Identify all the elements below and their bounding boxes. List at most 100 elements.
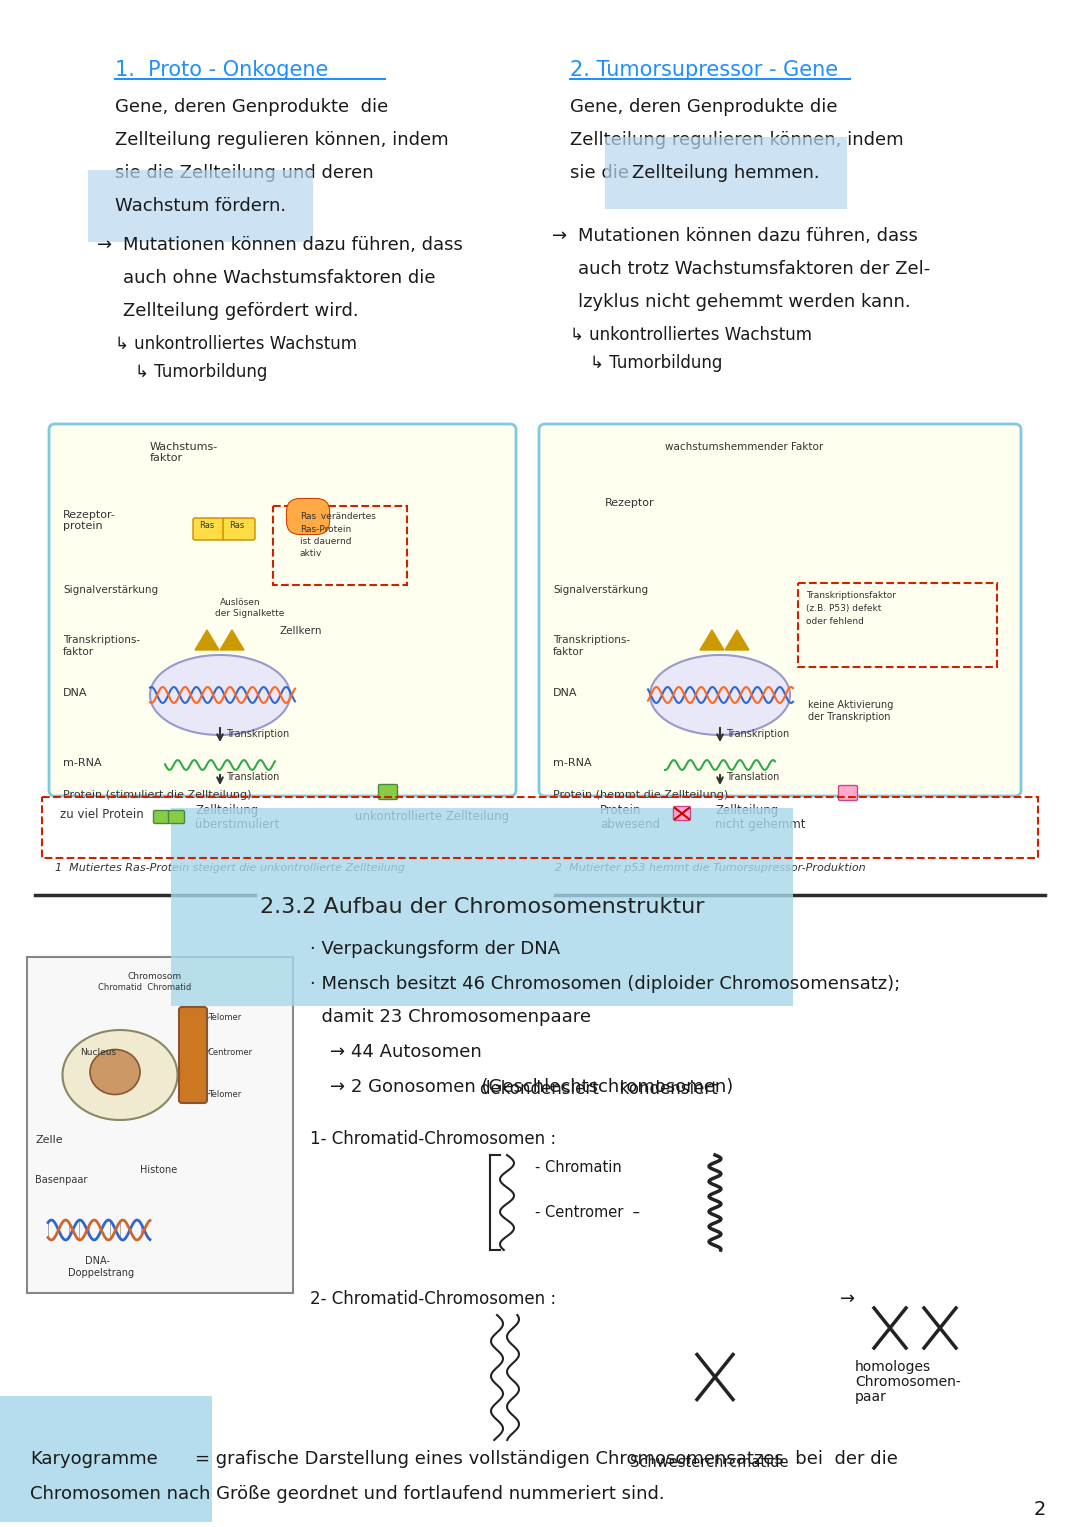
FancyBboxPatch shape xyxy=(27,957,293,1293)
Text: faktor: faktor xyxy=(63,647,94,657)
Polygon shape xyxy=(195,631,219,651)
Text: Ras: Ras xyxy=(199,521,214,530)
Text: DNA: DNA xyxy=(553,689,578,698)
Text: · Verpackungsform der DNA: · Verpackungsform der DNA xyxy=(310,941,561,957)
Text: sie die: sie die xyxy=(570,163,635,182)
Text: der Signalkette: der Signalkette xyxy=(215,609,284,618)
Text: 2.3.2 Aufbau der Chromosomenstruktur: 2.3.2 Aufbau der Chromosomenstruktur xyxy=(260,896,704,918)
Text: Wachstum fördern.: Wachstum fördern. xyxy=(114,197,286,215)
Text: unkontrollierte Zellteilung: unkontrollierte Zellteilung xyxy=(355,809,509,823)
Text: →: → xyxy=(552,228,567,244)
Text: protein: protein xyxy=(63,521,103,531)
Text: Transkriptions-: Transkriptions- xyxy=(63,635,140,644)
Ellipse shape xyxy=(650,655,789,734)
Text: Mutationen können dazu führen, dass: Mutationen können dazu führen, dass xyxy=(123,237,463,253)
FancyBboxPatch shape xyxy=(539,425,1021,796)
Text: Ras: Ras xyxy=(300,512,316,521)
Text: Transkriptionsfaktor: Transkriptionsfaktor xyxy=(806,591,896,600)
Text: Zellteilung regulieren können, indem: Zellteilung regulieren können, indem xyxy=(570,131,904,150)
Text: DNA-: DNA- xyxy=(85,1257,110,1266)
Text: m-RNA: m-RNA xyxy=(63,757,102,768)
Text: Chromosomen nach Größe geordnet und fortlaufend nummeriert sind.: Chromosomen nach Größe geordnet und fort… xyxy=(30,1484,664,1503)
Text: Protein (hemmt die Zellteilung): Protein (hemmt die Zellteilung) xyxy=(553,789,728,800)
Polygon shape xyxy=(220,631,244,651)
Polygon shape xyxy=(725,631,750,651)
Text: - Chromatin: - Chromatin xyxy=(535,1161,622,1174)
Text: sie die Zellteilung und deren: sie die Zellteilung und deren xyxy=(114,163,374,182)
Text: m-RNA: m-RNA xyxy=(553,757,592,768)
Text: Nucleus: Nucleus xyxy=(80,1048,117,1057)
Text: 1  Mutiertes Ras-Protein steigert die unkontrollierte Zellteilung: 1 Mutiertes Ras-Protein steigert die unk… xyxy=(55,863,405,873)
Text: 1.  Proto - Onkogene: 1. Proto - Onkogene xyxy=(114,60,328,79)
Text: auch trotz Wachstumsfaktoren der Zel-: auch trotz Wachstumsfaktoren der Zel- xyxy=(578,260,930,278)
Text: Zelle: Zelle xyxy=(35,1135,63,1145)
Text: Zellteilung: Zellteilung xyxy=(195,805,258,817)
Text: Rezeptor: Rezeptor xyxy=(605,498,654,508)
Text: Histone: Histone xyxy=(140,1165,177,1174)
Text: - Centromer  –: - Centromer – xyxy=(535,1205,640,1220)
Text: Centromer: Centromer xyxy=(208,1048,253,1057)
Text: = grafische Darstellung eines vollständigen Chromosomensatzes  bei  der die: = grafische Darstellung eines vollständi… xyxy=(195,1451,897,1467)
Text: verändertes: verändertes xyxy=(318,512,376,521)
Text: 1- Chromatid-Chromosomen :: 1- Chromatid-Chromosomen : xyxy=(310,1130,556,1148)
Text: Doppelstrang: Doppelstrang xyxy=(68,1267,134,1278)
Text: → 44 Autosomen: → 44 Autosomen xyxy=(330,1043,482,1061)
Ellipse shape xyxy=(150,655,291,734)
Text: Wachstums-: Wachstums- xyxy=(150,441,218,452)
Text: (z.B. P53) defekt: (z.B. P53) defekt xyxy=(806,605,881,612)
Text: → 2 Gonosomen (Geschlechtschromosomen): → 2 Gonosomen (Geschlechtschromosomen) xyxy=(330,1078,733,1096)
Text: Signalverstärkung: Signalverstärkung xyxy=(63,585,158,596)
Text: Zellteilung gefördert wird.: Zellteilung gefördert wird. xyxy=(123,302,359,321)
Text: lzyklus nicht gehemmt werden kann.: lzyklus nicht gehemmt werden kann. xyxy=(578,293,910,312)
Text: nicht gehemmt: nicht gehemmt xyxy=(715,818,806,831)
Text: ist dauernd: ist dauernd xyxy=(300,538,351,547)
Text: abwesend: abwesend xyxy=(600,818,660,831)
Text: Auslösen: Auslösen xyxy=(220,599,260,608)
Text: wachstumshemmender Faktor: wachstumshemmender Faktor xyxy=(665,441,823,452)
Text: DNA: DNA xyxy=(63,689,87,698)
Text: Schwesterchrcmatide: Schwesterchrcmatide xyxy=(630,1455,788,1471)
FancyBboxPatch shape xyxy=(222,518,255,541)
Text: Chromosom: Chromosom xyxy=(127,973,183,980)
Text: homologes: homologes xyxy=(855,1361,931,1374)
Text: Chromosomen-: Chromosomen- xyxy=(855,1374,961,1390)
Text: Karyogramme: Karyogramme xyxy=(30,1451,158,1467)
FancyBboxPatch shape xyxy=(179,1006,207,1102)
Text: dekondensiert    kondensiert: dekondensiert kondensiert xyxy=(480,1080,718,1098)
Text: Translation: Translation xyxy=(226,773,280,782)
FancyBboxPatch shape xyxy=(168,811,185,823)
Text: Zellteilung regulieren können, indem: Zellteilung regulieren können, indem xyxy=(114,131,448,150)
FancyBboxPatch shape xyxy=(153,811,170,823)
Text: ↳ unkontrolliertes Wachstum: ↳ unkontrolliertes Wachstum xyxy=(570,325,812,344)
Text: keine Aktivierung: keine Aktivierung xyxy=(808,699,893,710)
Text: Ras: Ras xyxy=(229,521,244,530)
Text: Transkription: Transkription xyxy=(226,728,289,739)
Text: Protein: Protein xyxy=(600,805,642,817)
Text: · Mensch besitzt 46 Chromosomen (diploider Chromosomensatz);: · Mensch besitzt 46 Chromosomen (diploid… xyxy=(310,976,901,993)
FancyBboxPatch shape xyxy=(838,785,858,800)
Text: der Transkription: der Transkription xyxy=(808,712,891,722)
Text: auch ohne Wachstumsfaktoren die: auch ohne Wachstumsfaktoren die xyxy=(123,269,435,287)
Text: Telomer: Telomer xyxy=(208,1090,241,1099)
Text: 2: 2 xyxy=(1034,1500,1047,1519)
Text: Rezeptor-: Rezeptor- xyxy=(63,510,116,521)
Text: Mutationen können dazu führen, dass: Mutationen können dazu führen, dass xyxy=(578,228,918,244)
Text: 2- Chromatid-Chromosomen :: 2- Chromatid-Chromosomen : xyxy=(310,1290,556,1309)
Text: Transkription: Transkription xyxy=(726,728,789,739)
Text: ↳ Tumorbildung: ↳ Tumorbildung xyxy=(135,363,268,382)
Text: →: → xyxy=(97,237,112,253)
FancyBboxPatch shape xyxy=(193,518,225,541)
Text: ↳ Tumorbildung: ↳ Tumorbildung xyxy=(590,354,723,373)
Text: Zellteilung: Zellteilung xyxy=(715,805,779,817)
Text: Telomer: Telomer xyxy=(208,1012,241,1022)
Text: paar: paar xyxy=(855,1390,887,1403)
Text: Protein (stimuliert die Zellteilung): Protein (stimuliert die Zellteilung) xyxy=(63,789,252,800)
Text: faktor: faktor xyxy=(553,647,584,657)
Text: Gene, deren Genprodukte die: Gene, deren Genprodukte die xyxy=(570,98,837,116)
Ellipse shape xyxy=(63,1031,177,1119)
Text: Gene, deren Genprodukte  die: Gene, deren Genprodukte die xyxy=(114,98,388,116)
Text: Transkriptions-: Transkriptions- xyxy=(553,635,630,644)
Text: Zellteilung hemmen.: Zellteilung hemmen. xyxy=(632,163,820,182)
Text: Signalverstärkung: Signalverstärkung xyxy=(553,585,648,596)
Text: aktiv: aktiv xyxy=(300,550,322,557)
